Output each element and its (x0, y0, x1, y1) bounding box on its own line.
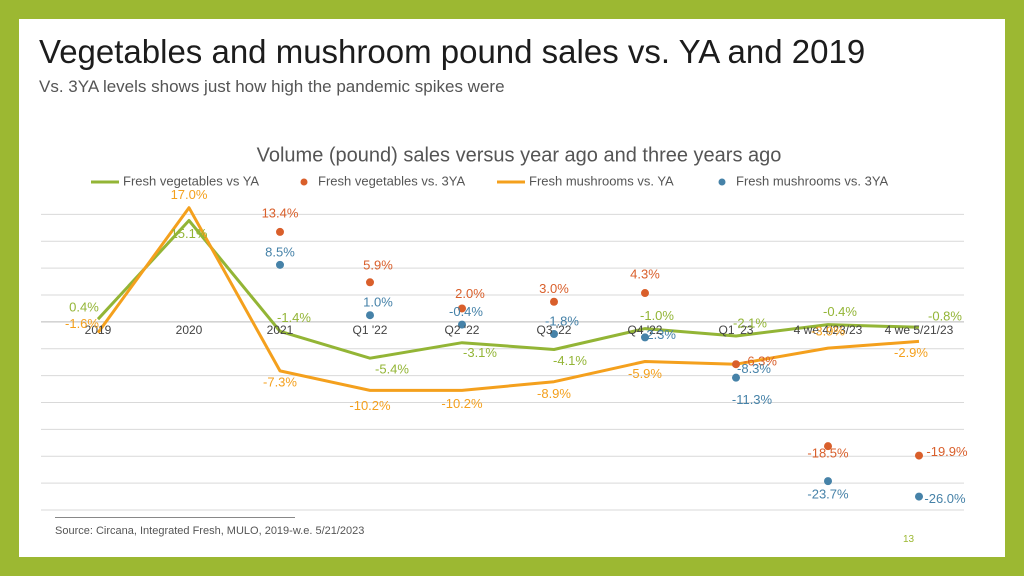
slide-title: Vegetables and mushroom pound sales vs. … (39, 33, 866, 70)
data-point (824, 442, 832, 451)
data-label: -19.9% (926, 444, 968, 459)
data-point (732, 360, 740, 369)
data-label: -7.3% (263, 374, 297, 389)
data-label: 3.0% (539, 281, 569, 296)
data-label: -8.9% (537, 386, 571, 401)
data-label: 1.0% (363, 295, 393, 310)
data-label: 17.0% (171, 187, 208, 202)
source-note: Source: Circana, Integrated Fresh, MULO,… (55, 525, 365, 537)
legend-label: Fresh mushrooms vs. 3YA (736, 173, 889, 188)
slide-subtitle: Vs. 3YA levels shows just how high the p… (39, 77, 505, 96)
data-point (915, 451, 923, 460)
x-tick-label: 4 we 4/23/23 (794, 323, 863, 337)
x-tick-label: 4 we 5/21/23 (885, 323, 954, 337)
data-label: 4.3% (630, 266, 660, 281)
x-tick-label: 2019 (85, 323, 112, 337)
data-label: -5.4% (375, 362, 409, 377)
data-point (915, 492, 923, 501)
x-tick-label: Q1 '23 (719, 323, 754, 337)
data-label: 5.9% (363, 258, 393, 273)
data-point (458, 320, 466, 329)
data-label: -2.1% (733, 315, 767, 330)
data-label: -2.3% (642, 327, 676, 342)
data-point (641, 333, 649, 342)
x-tick-label: 2021 (267, 323, 294, 337)
data-label: -3.9% (811, 324, 845, 339)
data-point (550, 330, 558, 339)
data-point (641, 289, 649, 298)
data-label: -1.6% (65, 316, 99, 331)
data-point (550, 297, 558, 306)
data-label: -8.3% (737, 361, 771, 376)
data-label: -1.4% (277, 310, 311, 325)
legend-label: Fresh vegetables vs. 3YA (318, 173, 465, 188)
chart-title: Volume (pound) sales versus year ago and… (257, 144, 782, 166)
data-label: -18.5% (807, 446, 849, 461)
data-label: -2.9% (894, 345, 928, 360)
x-tick-label: Q4 '22 (628, 323, 663, 337)
data-point (824, 477, 832, 486)
data-label: -4.1% (553, 353, 587, 368)
legend-label: Fresh vegetables vs YA (123, 173, 259, 188)
data-label: 13.4% (262, 205, 299, 220)
data-label: -26.0% (924, 491, 966, 506)
page-number: 13 (903, 534, 915, 545)
data-label: -0.8% (928, 309, 962, 324)
data-point (732, 373, 740, 382)
x-tick-label: 2020 (176, 323, 203, 337)
legend-label: Fresh mushrooms vs. YA (529, 173, 674, 188)
data-label: -1.0% (640, 308, 674, 323)
data-label: 0.4% (69, 300, 99, 315)
data-label: -1.8% (545, 313, 579, 328)
data-label: -23.7% (807, 487, 849, 502)
data-label: 2.0% (455, 286, 485, 301)
legend-swatch (300, 178, 308, 186)
data-point (458, 304, 466, 313)
x-tick-label: Q2 '22 (445, 323, 480, 337)
data-label: -6.3% (743, 354, 777, 369)
data-label: -0.4% (449, 304, 483, 319)
legend-swatch (718, 178, 726, 186)
x-tick-label: Q3 '22 (537, 323, 572, 337)
series-line (96, 219, 920, 360)
data-point (366, 278, 374, 287)
x-tick-label: Q1 '22 (353, 323, 388, 337)
data-label: -11.3% (732, 392, 773, 407)
data-label: -10.2% (441, 396, 483, 411)
data-label: 15.1% (171, 226, 208, 241)
data-label: -0.4% (823, 304, 857, 319)
data-point (276, 227, 284, 236)
data-point (276, 260, 284, 269)
data-point (366, 311, 374, 320)
source-divider (55, 517, 295, 518)
series-line (96, 206, 920, 392)
slide: Vegetables and mushroom pound sales vs. … (19, 19, 1005, 557)
data-label: 8.5% (265, 244, 295, 259)
data-label: -3.1% (463, 345, 497, 360)
data-label: -5.9% (628, 366, 662, 381)
line-chart: Volume (pound) sales versus year ago and… (41, 144, 968, 511)
data-label: -10.2% (349, 398, 391, 413)
